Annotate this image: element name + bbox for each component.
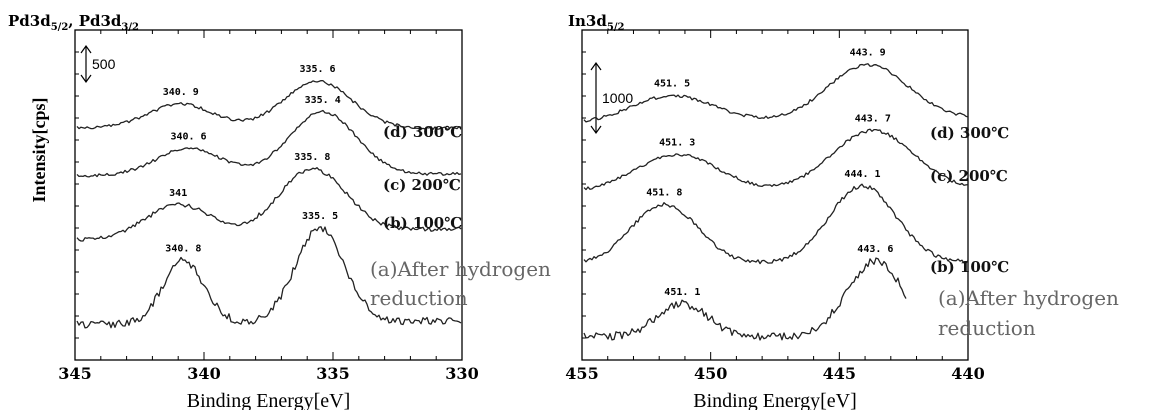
peak-label: 341 xyxy=(169,188,187,199)
peak-label: 335. 4 xyxy=(305,95,341,106)
peak-label: 335. 5 xyxy=(302,211,338,222)
x-tick-label: 450 xyxy=(694,364,727,383)
x-tick-label: 330 xyxy=(445,364,478,383)
spectrum-series xyxy=(583,257,907,341)
panel-in3d: In3d5/2 455 450 445 440 Binding Energy[eV] 100… xyxy=(565,12,1119,410)
peak-label: 340. 6 xyxy=(170,131,206,142)
scale-bar-label: 500 xyxy=(92,56,116,72)
x-tick-label: 440 xyxy=(951,364,984,383)
spectrum-series xyxy=(583,63,969,123)
x-axis-label: Binding Energy[eV] xyxy=(693,390,857,410)
plot-frame xyxy=(581,29,969,361)
peak-label: 451. 8 xyxy=(646,187,682,198)
peak-label: 443. 9 xyxy=(850,48,886,59)
series-label-line2: reduction xyxy=(938,316,1036,340)
peak-label: 335. 6 xyxy=(299,64,335,75)
series-label: (c) 200℃ xyxy=(383,176,461,194)
x-tick-label: 455 xyxy=(565,364,598,383)
spectrum-series xyxy=(583,128,969,191)
peak-label: 335. 8 xyxy=(294,152,330,163)
x-tick-label: 445 xyxy=(823,364,856,383)
series-label: (b) 100℃ xyxy=(930,258,1009,276)
title-subscript: 5/2 xyxy=(51,22,69,33)
scale-arrow-down xyxy=(80,74,92,84)
title-subscript: 5/2 xyxy=(607,22,625,33)
scale-arrow-down xyxy=(590,125,602,135)
series-label: (b) 100℃ xyxy=(383,214,462,232)
panel-pd3d: Pd3d5/2, Pd3d3/2 345 340 335 330 Binding Ener… xyxy=(8,12,551,410)
peak-label: 444. 1 xyxy=(844,169,880,180)
x-tick-label: 335 xyxy=(316,364,349,383)
series-label: (a)After hydrogen xyxy=(370,257,551,281)
scale-arrow-up xyxy=(80,44,92,54)
scale-bar-label: 1000 xyxy=(602,90,633,106)
peak-label: 451. 3 xyxy=(659,138,695,149)
peak-label: 340. 9 xyxy=(163,87,199,98)
series-label: (c) 200℃ xyxy=(930,167,1008,185)
peak-label: 443. 7 xyxy=(855,114,891,125)
title-part: Pd3d xyxy=(8,12,51,30)
series-label: (d) 300℃ xyxy=(930,124,1009,142)
title-subscript: 3/2 xyxy=(121,22,139,33)
x-axis-label: Binding Energy[eV] xyxy=(187,390,351,410)
peak-label: 451. 5 xyxy=(654,79,690,90)
series-label: (a)After hydrogen xyxy=(938,286,1119,310)
peak-label: 451. 1 xyxy=(664,287,700,298)
scale-arrow-up xyxy=(590,61,602,71)
plot-frame xyxy=(74,29,463,361)
title-part: , Pd3d xyxy=(68,12,122,30)
y-axis-label: Intensity[cps] xyxy=(29,97,49,202)
peak-label: 340. 8 xyxy=(165,244,201,255)
series-label-line2: reduction xyxy=(370,286,468,310)
x-tick-label: 340 xyxy=(187,364,220,383)
spectrum-series xyxy=(76,226,462,329)
spectrum-series xyxy=(76,109,462,178)
chart-title: In3d5/2 xyxy=(568,12,624,33)
peak-label: 443. 6 xyxy=(857,244,893,255)
spectrum-series xyxy=(76,167,462,242)
spectrum-series xyxy=(76,79,462,130)
chart-title: Pd3d5/2, Pd3d3/2 xyxy=(8,12,139,33)
x-tick-label: 345 xyxy=(58,364,91,383)
title-part: In3d xyxy=(568,12,607,30)
spectrum-series xyxy=(583,183,969,265)
series-label: (d) 300℃ xyxy=(383,123,462,141)
